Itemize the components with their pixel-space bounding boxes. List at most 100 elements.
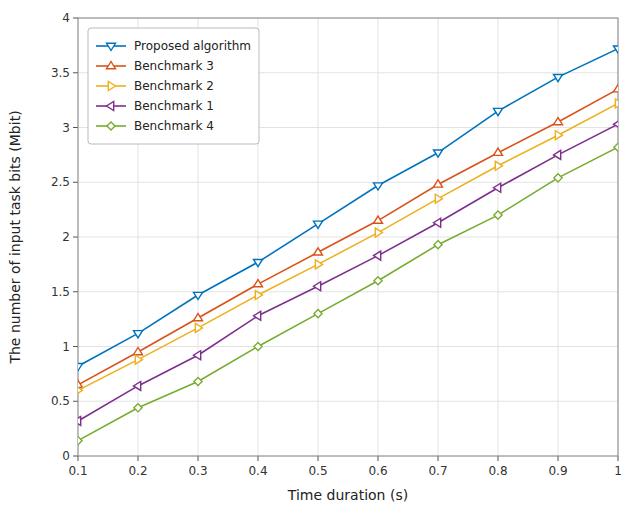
- marker: [374, 251, 381, 260]
- legend-items: Proposed algorithm Benchmark 3 Benchmark 2…: [96, 39, 251, 133]
- x-axis-label: Time duration (s): [287, 487, 408, 503]
- marker: [254, 342, 262, 350]
- grid-line: [78, 182, 618, 183]
- legend-label: Proposed algorithm: [134, 39, 251, 53]
- marker: [314, 221, 323, 228]
- line: [78, 147, 618, 440]
- grid-line: [78, 291, 618, 292]
- tick: [198, 456, 199, 461]
- legend-marker: [108, 82, 115, 91]
- series: [78, 85, 618, 388]
- plot-data: [78, 46, 618, 445]
- tick-label: 1.5: [51, 285, 70, 299]
- tick: [618, 456, 619, 461]
- marker: [314, 248, 323, 255]
- marker: [134, 347, 143, 354]
- marker: [135, 355, 142, 364]
- marker: [314, 282, 321, 291]
- plot-frame: [78, 18, 618, 456]
- legend-marker: [107, 43, 116, 50]
- tick-label: 0.1: [68, 464, 87, 478]
- marker: [374, 183, 383, 190]
- marker: [255, 291, 262, 300]
- marker: [134, 381, 141, 390]
- tick-label: 0.2: [128, 464, 147, 478]
- marker: [434, 150, 443, 157]
- marker: [554, 174, 562, 182]
- y-axis-label: The number of input task bits (Mbit): [7, 110, 23, 364]
- grid: [78, 18, 618, 456]
- marker: [614, 120, 619, 129]
- tick: [558, 456, 559, 461]
- series: [78, 143, 618, 445]
- line: [78, 124, 618, 421]
- marker: [78, 364, 83, 371]
- background: [0, 0, 640, 514]
- marker: [254, 280, 263, 287]
- marker: [315, 260, 322, 269]
- marker: [194, 292, 203, 299]
- tick-label: 0.9: [548, 464, 567, 478]
- legend-marker: [107, 122, 115, 130]
- marker: [134, 331, 143, 338]
- marker: [614, 143, 618, 151]
- tick: [73, 346, 78, 347]
- tick-label: 0.5: [51, 394, 70, 408]
- marker: [554, 150, 561, 159]
- legend-label: Benchmark 1: [134, 99, 214, 113]
- legend-label: Benchmark 4: [134, 119, 214, 133]
- marker: [194, 351, 201, 360]
- legend-marker: [107, 102, 114, 111]
- marker: [555, 131, 562, 140]
- tick: [258, 456, 259, 461]
- tick-label: 0.4: [248, 464, 267, 478]
- tick-label: 4: [62, 11, 70, 25]
- tick: [73, 456, 78, 457]
- tick-label: 0.8: [488, 464, 507, 478]
- tick-label: 2.5: [51, 175, 70, 189]
- marker: [314, 310, 322, 318]
- marker: [494, 108, 503, 115]
- marker: [254, 259, 263, 266]
- marker: [194, 377, 202, 385]
- tick-label: 1: [614, 464, 622, 478]
- marker: [134, 404, 142, 412]
- grid-line: [78, 401, 618, 402]
- legend-label: Benchmark 3: [134, 59, 214, 73]
- marker: [194, 314, 203, 321]
- marker: [615, 99, 618, 108]
- series: [78, 120, 618, 426]
- marker: [614, 46, 619, 53]
- tick: [73, 127, 78, 128]
- marker: [375, 228, 382, 237]
- tick: [438, 456, 439, 461]
- marker: [554, 118, 563, 125]
- tick: [78, 456, 79, 461]
- tick: [73, 182, 78, 183]
- line: [78, 103, 618, 390]
- marker: [374, 277, 382, 285]
- legend-label: Benchmark 2: [134, 79, 214, 93]
- marker: [434, 218, 441, 227]
- axes: 0.10.20.30.40.50.60.70.80.9100.511.522.5…: [51, 11, 622, 478]
- marker: [254, 311, 261, 320]
- tick-label: 2: [62, 230, 70, 244]
- tick-label: 0.7: [428, 464, 447, 478]
- marker: [494, 211, 502, 219]
- tick: [73, 291, 78, 292]
- tick: [138, 456, 139, 461]
- tick-label: 0: [62, 449, 70, 463]
- marker: [435, 194, 442, 203]
- legend-box: [88, 28, 259, 144]
- chart: 0.10.20.30.40.50.60.70.80.9100.511.522.5…: [0, 0, 640, 514]
- marker: [78, 386, 83, 395]
- tick: [498, 456, 499, 461]
- marker: [78, 380, 83, 387]
- marker: [554, 74, 563, 81]
- tick: [73, 401, 78, 402]
- grid-line: [78, 346, 618, 347]
- marker: [614, 85, 619, 92]
- tick-label: 1: [62, 340, 70, 354]
- marker: [495, 161, 502, 170]
- marker: [494, 148, 503, 155]
